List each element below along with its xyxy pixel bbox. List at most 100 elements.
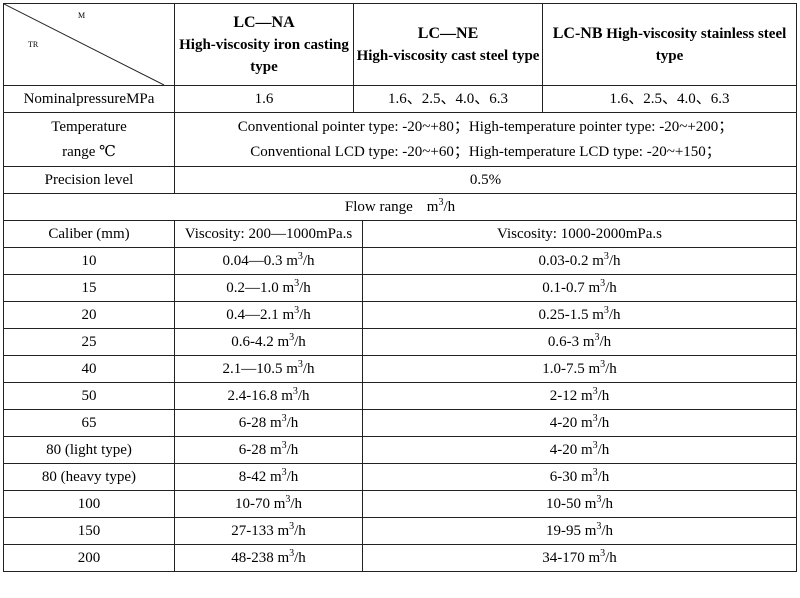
flow-unit: m3/h (266, 467, 299, 486)
table-row: 150 27-133 m3/h 19-95 m3/h (3, 517, 798, 545)
flow-unit: m3/h (584, 359, 617, 378)
flow-value: 0.6-3 (547, 334, 580, 350)
pressure-label: NominalpressureMPa (3, 85, 175, 113)
flow-high-viscosity-cell: 0.25-1.5 m3/h (361, 301, 798, 329)
pressure-value-nb: 1.6、2.5、4.0、6.3 (542, 85, 798, 113)
flow-low-viscosity-cell: 0.6-4.2 m3/h (174, 328, 363, 356)
flow-range-row: Flow range m3/h (2, 193, 798, 221)
model-desc: High-viscosity cast steel type (356, 47, 540, 64)
temperature-label-line2: range ℃ (62, 143, 116, 160)
flow-low-viscosity-cell: 2.4-16.8 m3/h (174, 382, 363, 410)
flow-unit: m3/h (282, 359, 315, 378)
flow-range-label: Flow range (344, 199, 413, 215)
table-row: 40 2.1—10.5 m3/h 1.0-7.5 m3/h (3, 355, 798, 383)
viscosity-high-header: Viscosity: 1000-2000mPa.s (361, 220, 798, 248)
flow-low-viscosity-cell: 0.4—2.1 m3/h (174, 301, 363, 329)
flow-high-viscosity-cell: 0.03-0.2 m3/h (361, 247, 798, 275)
table-row: 10 0.04—0.3 m3/h 0.03-0.2 m3/h (3, 247, 798, 275)
table-row: 100 10-70 m3/h 10-50 m3/h (3, 490, 798, 518)
flow-unit: m3/h (584, 278, 617, 297)
precision-value: 0.5% (173, 166, 798, 194)
flow-value: 6-28 (238, 442, 267, 458)
temperature-row: Temperature range ℃ Conventional pointer… (3, 112, 798, 167)
flow-high-viscosity-cell: 0.6-3 m3/h (361, 328, 798, 356)
flow-unit: m3/h (278, 278, 311, 297)
caliber-cell: 150 (3, 517, 175, 545)
table-row: 80 (heavy type) 8-42 m3/h 6-30 m3/h (3, 463, 798, 491)
model-code: LC—NA (233, 13, 295, 31)
flow-high-viscosity-cell: 2-12 m3/h (361, 382, 798, 410)
temperature-values: Conventional pointer type: -20~+80；High-… (173, 112, 798, 167)
caliber-cell: 200 (3, 544, 175, 572)
caliber-cell: 15 (3, 274, 175, 302)
caliber-header-row: Caliber (mm) Viscosity: 200—1000mPa.s Vi… (3, 220, 798, 248)
flow-unit: m3/h (577, 467, 610, 486)
table-row: 80 (light type) 6-28 m3/h 4-20 m3/h (3, 436, 798, 464)
flow-unit: m3/h (273, 332, 306, 351)
flow-value: 2.1—10.5 (222, 361, 283, 377)
caliber-cell: 20 (3, 301, 175, 329)
flow-value: 0.04—0.3 (222, 253, 283, 269)
temperature-line1: Conventional pointer type: -20~+80；High-… (237, 118, 734, 135)
flow-unit: m3/h (588, 305, 621, 324)
flow-unit: m3/h (278, 305, 311, 324)
model-desc: High-viscosity iron casting type (179, 36, 349, 75)
temperature-label: Temperature range ℃ (3, 112, 175, 167)
table-row: 20 0.4—2.1 m3/h 0.25-1.5 m3/h (3, 301, 798, 329)
table-row: 65 6-28 m3/h 4-20 m3/h (3, 409, 798, 437)
flow-low-viscosity-cell: 48-238 m3/h (174, 544, 363, 572)
flow-value: 19-95 (545, 523, 581, 539)
flow-value: 4-20 (549, 415, 578, 431)
header-row: M TR LC—NA High-viscosity iron casting t… (3, 3, 798, 86)
flow-unit: m3/h (584, 548, 617, 567)
caliber-cell: 100 (3, 490, 175, 518)
caliber-cell: 65 (3, 409, 175, 437)
flow-high-viscosity-cell: 4-20 m3/h (361, 409, 798, 437)
flow-range-unit: m3/h (426, 197, 456, 216)
specification-table: M TR LC—NA High-viscosity iron casting t… (2, 3, 798, 572)
flow-unit: m3/h (273, 548, 306, 567)
caliber-cell: 10 (3, 247, 175, 275)
model-desc: High-viscosity stainless steel type (606, 25, 787, 64)
flow-unit: m3/h (266, 413, 299, 432)
diagonal-label-top: M (78, 11, 86, 20)
table-row: 25 0.6-4.2 m3/h 0.6-3 m3/h (3, 328, 798, 356)
flow-value: 0.6-4.2 (231, 334, 274, 350)
temperature-line2: Conventional LCD type: -20~+60；High-temp… (250, 143, 721, 160)
flow-low-viscosity-cell: 0.04—0.3 m3/h (174, 247, 363, 275)
diagonal-header-cell: M TR (3, 3, 175, 86)
flow-value: 0.4—2.1 (226, 307, 279, 323)
flow-value: 8-42 (238, 469, 267, 485)
pressure-row: NominalpressureMPa 1.6 1.6、2.5、4.0、6.3 1… (3, 85, 798, 113)
flow-value: 0.2—1.0 (226, 280, 279, 296)
flow-value: 48-238 (231, 550, 274, 566)
diagonal-label-bottom: TR (28, 40, 39, 49)
precision-row: Precision level 0.5% (3, 166, 798, 194)
model-title: LC-NB High-viscosity stainless steel typ… (545, 23, 794, 67)
flow-unit: m3/h (580, 521, 614, 540)
precision-label: Precision level (3, 166, 175, 194)
flow-value: 34-170 (542, 550, 585, 566)
flow-low-viscosity-cell: 27-133 m3/h (174, 517, 363, 545)
pressure-value-na: 1.6 (174, 85, 354, 113)
model-header-lc-ne: LC—NE High-viscosity cast steel type (352, 3, 544, 86)
flow-high-viscosity-cell: 1.0-7.5 m3/h (361, 355, 798, 383)
flow-range-title: Flow range m3/h (2, 193, 798, 221)
flow-low-viscosity-cell: 2.1—10.5 m3/h (174, 355, 363, 383)
caliber-cell: 80 (heavy type) (3, 463, 175, 491)
flow-value: 0.1-0.7 (542, 280, 585, 296)
caliber-cell: 50 (3, 382, 175, 410)
flow-unit: m3/h (269, 494, 303, 513)
flow-unit: m3/h (577, 413, 610, 432)
flow-unit: m3/h (282, 251, 315, 270)
flow-high-viscosity-cell: 4-20 m3/h (361, 436, 798, 464)
flow-unit: m3/h (577, 386, 610, 405)
pressure-value-ne: 1.6、2.5、4.0、6.3 (352, 85, 544, 113)
flow-unit: m3/h (580, 494, 614, 513)
flow-value: 27-133 (231, 523, 274, 539)
flow-high-viscosity-cell: 0.1-0.7 m3/h (361, 274, 798, 302)
caliber-cell: 80 (light type) (3, 436, 175, 464)
flow-unit: m3/h (266, 440, 299, 459)
model-code: LC-NB (552, 24, 603, 42)
flow-value: 10-70 (234, 496, 270, 512)
